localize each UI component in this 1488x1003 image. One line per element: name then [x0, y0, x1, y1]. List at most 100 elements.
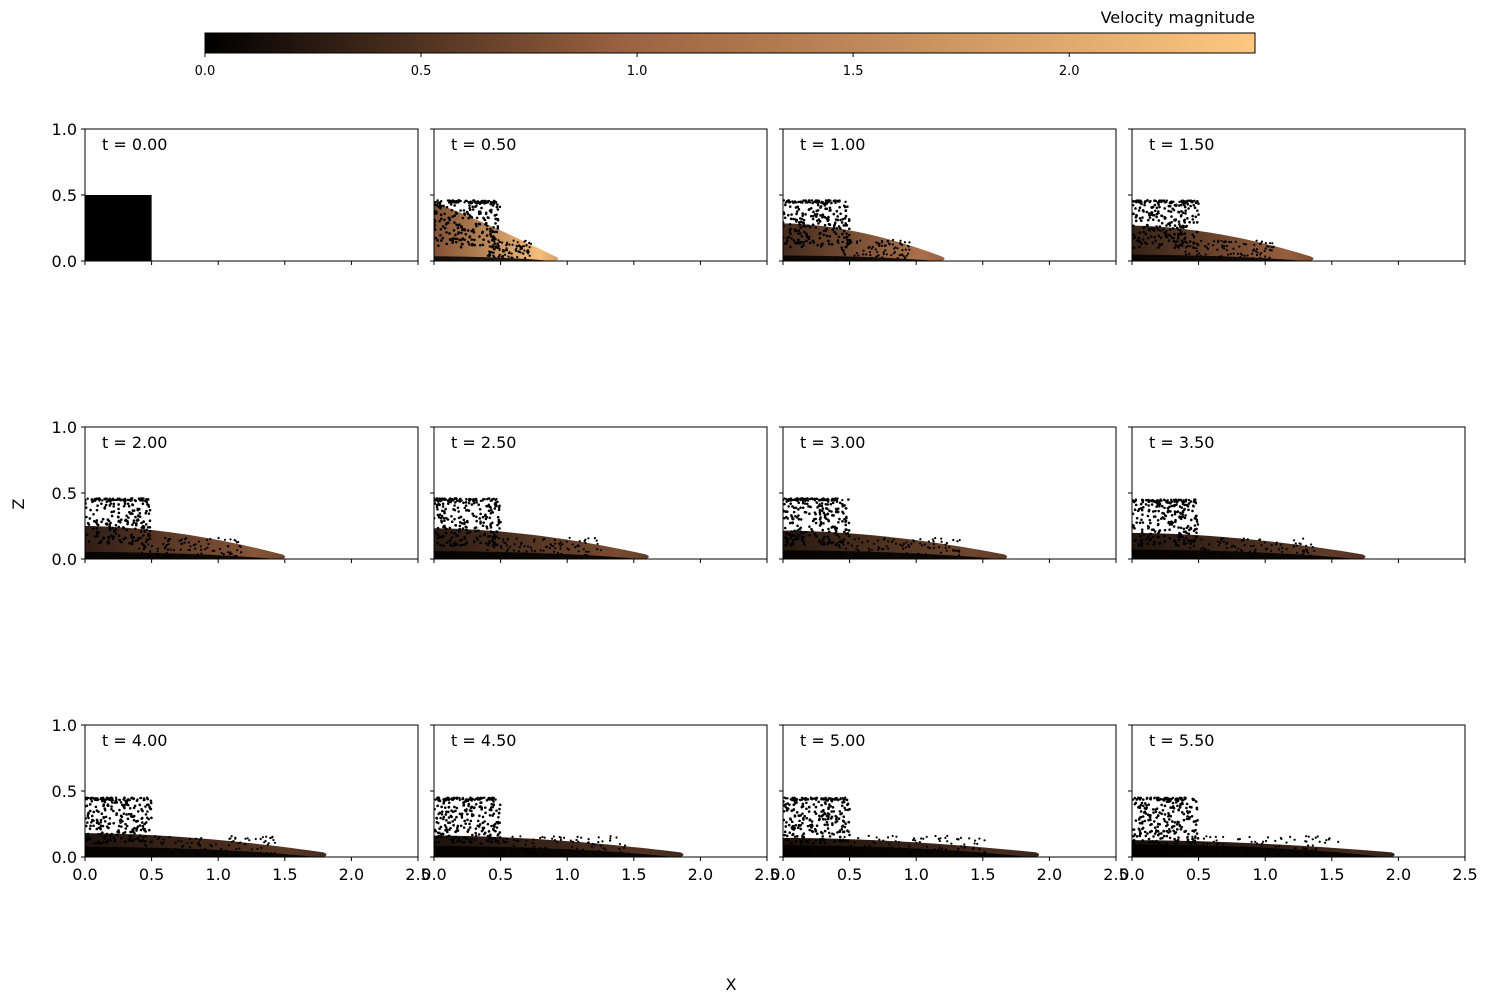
particle — [1183, 203, 1186, 207]
particle — [1194, 535, 1198, 539]
particle — [1163, 201, 1166, 204]
particle — [463, 809, 467, 812]
particle — [473, 798, 476, 802]
particle — [1311, 849, 1314, 852]
particle — [196, 553, 199, 556]
particle — [445, 541, 449, 544]
particle — [814, 199, 817, 202]
particle — [454, 201, 458, 204]
particle — [819, 839, 823, 843]
particle — [1253, 243, 1256, 246]
particle — [1146, 542, 1149, 546]
particle — [484, 542, 488, 545]
particle — [796, 205, 800, 209]
particle — [576, 545, 579, 548]
particle — [440, 812, 444, 816]
particle — [449, 203, 453, 206]
particle — [784, 510, 788, 513]
particle — [447, 834, 451, 838]
particle — [593, 843, 596, 847]
particle — [438, 811, 442, 815]
particle — [270, 852, 273, 855]
particle — [830, 510, 833, 513]
particle — [1148, 518, 1152, 522]
particle — [445, 835, 449, 838]
particle — [816, 243, 819, 247]
particle — [1192, 241, 1195, 244]
particle — [802, 241, 806, 244]
particle — [822, 229, 826, 233]
particle — [1135, 516, 1139, 520]
particle — [1181, 510, 1185, 513]
particle — [824, 502, 828, 506]
particle — [445, 527, 448, 531]
particle — [808, 512, 811, 516]
particle — [492, 803, 496, 807]
particle — [855, 240, 859, 243]
particle — [482, 238, 485, 241]
particle — [461, 841, 464, 844]
particle — [1197, 202, 1200, 205]
particle — [178, 852, 181, 855]
particle — [1180, 810, 1184, 814]
particle — [108, 504, 112, 507]
particle — [117, 503, 120, 506]
particle — [478, 201, 482, 204]
particle — [133, 499, 137, 502]
particle — [496, 225, 500, 228]
particle — [468, 204, 471, 207]
particle — [475, 519, 478, 523]
particle — [451, 820, 454, 823]
particle — [837, 798, 840, 801]
particle — [783, 809, 786, 813]
particle — [1146, 524, 1150, 528]
particle — [1174, 520, 1177, 524]
particle — [791, 534, 795, 537]
particle — [493, 537, 497, 540]
particle — [787, 838, 790, 842]
particle — [1254, 551, 1257, 554]
particle — [1172, 236, 1176, 240]
particle — [519, 835, 522, 838]
particle — [439, 543, 442, 547]
particle — [508, 252, 511, 255]
particle — [1195, 243, 1198, 246]
particle — [142, 835, 145, 839]
particle — [164, 553, 167, 557]
particle — [898, 846, 901, 850]
particle — [233, 554, 236, 558]
particle — [496, 218, 500, 222]
particle — [840, 827, 844, 831]
particle — [478, 517, 482, 520]
particle — [1138, 231, 1142, 234]
particle — [1212, 240, 1216, 243]
particle — [120, 815, 124, 819]
particle — [97, 840, 100, 843]
particle — [1187, 832, 1190, 836]
particle — [1252, 544, 1255, 547]
particle — [461, 527, 465, 530]
particle — [839, 553, 842, 556]
particle — [1179, 214, 1183, 218]
particle — [110, 805, 113, 808]
particle — [1187, 498, 1191, 502]
particle — [842, 250, 845, 254]
particle — [584, 550, 588, 553]
particle — [436, 821, 440, 825]
particle — [86, 497, 89, 500]
particle — [137, 536, 141, 540]
particle — [808, 225, 812, 229]
particle — [1243, 254, 1246, 257]
particle — [863, 845, 867, 848]
particle — [541, 852, 544, 855]
particle — [927, 540, 930, 543]
particle — [934, 834, 937, 838]
particle — [488, 250, 491, 253]
particle — [455, 797, 459, 801]
particle — [799, 240, 803, 244]
particle — [121, 819, 124, 823]
particle — [445, 810, 448, 814]
particle — [1310, 543, 1313, 546]
particle — [826, 219, 830, 223]
particle — [1270, 246, 1273, 249]
